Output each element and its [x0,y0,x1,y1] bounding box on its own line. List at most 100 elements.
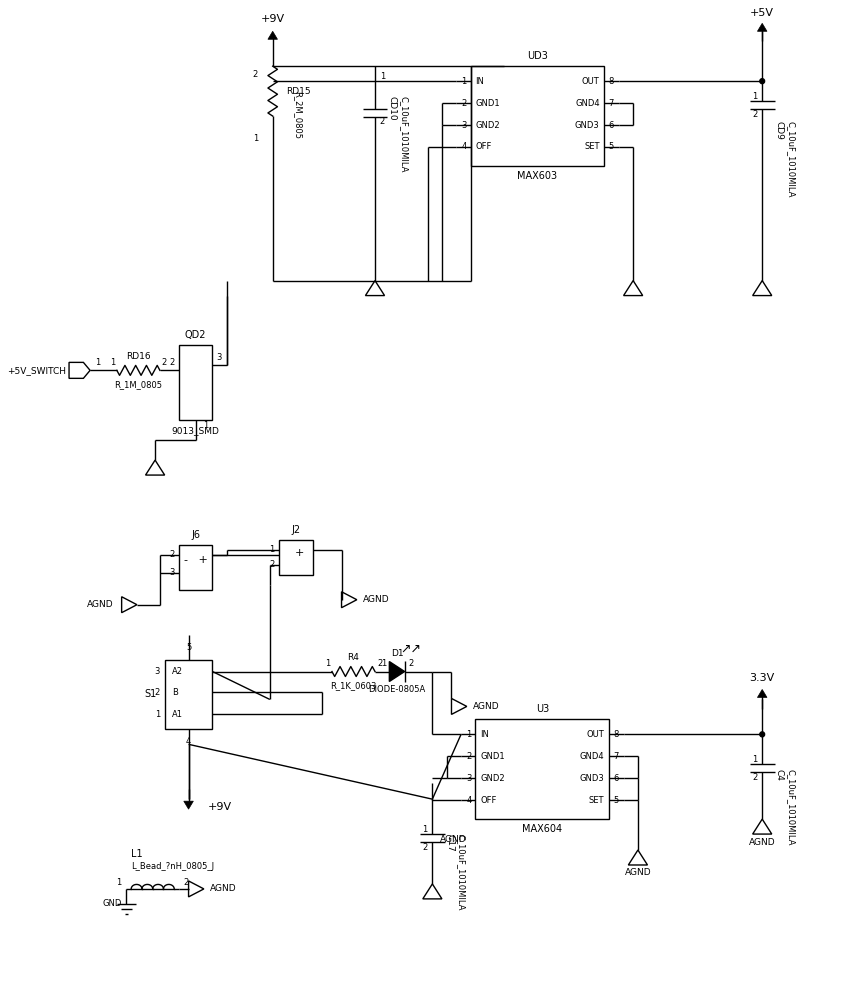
Text: SET: SET [584,142,600,151]
Text: 2: 2 [408,659,413,668]
Text: 2: 2 [169,550,174,559]
Polygon shape [184,801,194,809]
Text: C_10uF_1010MILA: C_10uF_1010MILA [456,834,466,911]
Polygon shape [389,662,405,681]
Text: 2: 2 [461,99,466,108]
Bar [165,660,212,729]
Text: GND2: GND2 [476,121,500,130]
Text: C4: C4 [775,769,784,781]
Text: AGND: AGND [440,835,466,844]
Text: AGND: AGND [472,702,499,711]
Text: 2: 2 [752,773,758,782]
Text: +: + [295,548,304,558]
Text: 1: 1 [95,358,100,367]
Text: 1: 1 [109,358,115,367]
Text: J6: J6 [191,530,200,540]
Text: AGND: AGND [625,868,651,877]
Text: OUT: OUT [582,77,600,86]
Text: 3: 3 [466,774,472,783]
Text: 5: 5 [608,142,614,151]
Text: OUT: OUT [587,730,605,739]
Text: U3: U3 [536,704,549,714]
Text: 1: 1 [466,730,472,739]
Text: -   +: - + [184,555,208,565]
Text: 1: 1 [752,92,758,101]
Text: AGND: AGND [210,884,237,893]
Text: C_10uF_1010MILA: C_10uF_1010MILA [786,121,796,198]
Text: 2: 2 [466,752,472,761]
Text: 6: 6 [613,774,618,783]
Text: 1: 1 [204,421,209,430]
Bar [179,345,212,420]
Text: GND: GND [102,899,121,908]
Text: 2: 2 [377,659,382,668]
Text: 1: 1 [116,878,121,887]
Text: 2: 2 [269,560,274,569]
Text: OFF: OFF [476,142,492,151]
Text: 1: 1 [381,659,386,668]
Text: QD2: QD2 [185,330,206,340]
Text: 9013_SMD: 9013_SMD [172,426,220,435]
Text: 1: 1 [752,755,758,764]
Bar [179,545,212,590]
Text: 6: 6 [608,121,614,130]
Text: GND4: GND4 [580,752,605,761]
Text: R_1M_0805: R_1M_0805 [115,380,163,389]
Text: GND4: GND4 [575,99,600,108]
Text: 3: 3 [216,353,221,362]
Text: 1: 1 [253,134,258,143]
Text: CD9: CD9 [775,121,784,140]
Polygon shape [758,689,767,697]
Text: R_1K_0603: R_1K_0603 [330,681,376,690]
Text: MAX604: MAX604 [522,824,562,834]
Text: GND3: GND3 [579,774,605,783]
Text: C_10uF_1010MILA: C_10uF_1010MILA [399,96,408,173]
Text: 4: 4 [186,737,191,746]
Text: 4: 4 [461,142,466,151]
Text: 5: 5 [613,796,618,805]
Text: J2: J2 [291,525,301,535]
Text: D1: D1 [391,649,403,658]
Text: C17: C17 [445,834,454,852]
Text: ↗↗: ↗↗ [400,643,421,656]
Text: IN: IN [480,730,489,739]
Text: S1: S1 [145,689,157,699]
Text: R4: R4 [348,653,360,662]
Text: +5V_SWITCH: +5V_SWITCH [8,366,67,375]
Text: CD10: CD10 [387,96,397,121]
Text: MAX603: MAX603 [518,171,557,181]
Text: 2: 2 [380,117,385,126]
Text: AGND: AGND [88,600,114,609]
Circle shape [759,79,765,84]
Text: 7: 7 [608,99,614,108]
Text: 1: 1 [380,72,385,81]
Bar [471,66,605,166]
Text: 2: 2 [253,70,258,79]
Text: 2: 2 [752,110,758,119]
Text: 1: 1 [155,710,160,719]
Text: RD15: RD15 [286,87,311,96]
Text: L_Bead_?nH_0805_J: L_Bead_?nH_0805_J [131,862,215,871]
Text: 3: 3 [461,121,466,130]
Text: C_10uF_1010MILA: C_10uF_1010MILA [786,769,796,846]
Text: 5: 5 [186,643,191,652]
Text: GND1: GND1 [476,99,500,108]
Text: 4: 4 [466,796,472,805]
Text: R_2M_0805: R_2M_0805 [293,91,302,139]
Text: +9V: +9V [208,802,232,812]
Text: 2: 2 [162,358,167,367]
Text: DIODE-0805A: DIODE-0805A [368,685,425,694]
Text: 2: 2 [169,358,174,367]
Text: GND1: GND1 [480,752,505,761]
Text: GND2: GND2 [480,774,505,783]
Text: +9V: +9V [261,14,285,24]
Text: OFF: OFF [480,796,497,805]
Text: RD16: RD16 [126,352,151,361]
Polygon shape [268,31,278,39]
Text: GND3: GND3 [575,121,600,130]
Text: 2: 2 [184,878,189,887]
Bar [476,719,610,819]
Text: 7: 7 [613,752,618,761]
Text: 8: 8 [613,730,618,739]
Text: 3: 3 [169,568,174,577]
